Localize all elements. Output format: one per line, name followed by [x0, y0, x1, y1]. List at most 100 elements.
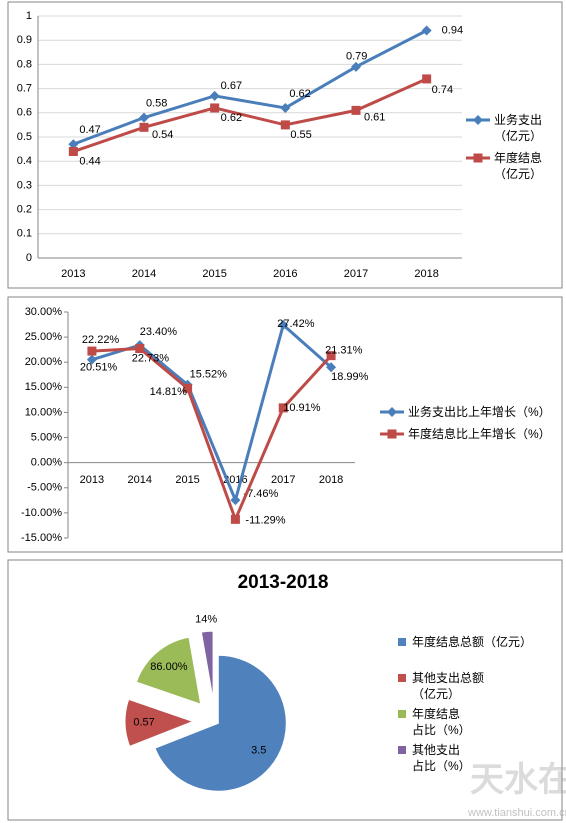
chart-frame	[7, 1, 563, 289]
marker	[68, 147, 78, 157]
legend-swatch	[398, 674, 406, 682]
x-tick-label: 2015	[202, 268, 226, 280]
line	[72, 29, 428, 146]
data-label: -11.29%	[245, 514, 285, 526]
data-label: 27.42%	[277, 318, 315, 330]
legend-swatch	[398, 710, 406, 718]
legend-label: 其他支出总额（亿元）	[412, 671, 485, 701]
pie-slice	[200, 630, 214, 700]
data-label: 10.91%	[283, 402, 321, 414]
x-tick-label: 2017	[344, 268, 368, 280]
marker	[473, 115, 483, 125]
legend-swatch	[398, 638, 406, 646]
watermark-url: www.tianshui.com.cn	[467, 807, 566, 819]
y-tick-label: 1	[26, 10, 32, 22]
y-tick-label: 20.00%	[25, 356, 63, 368]
marker	[326, 351, 336, 361]
marker	[230, 514, 240, 524]
pie-slice	[135, 636, 202, 706]
marker	[183, 383, 193, 393]
legend-label: 年度结息占比（%）	[412, 707, 471, 737]
data-label: 0.44	[79, 155, 100, 167]
y-tick-label: 0.2	[17, 204, 32, 216]
y-tick-label: 0	[26, 252, 32, 264]
y-tick-label: 0.8	[17, 58, 32, 70]
y-tick-label: -15.00%	[21, 532, 62, 544]
data-label: 0.62	[221, 112, 242, 124]
y-tick-label: 10.00%	[25, 406, 63, 418]
legend-label: 年度结息比上年增长（%）	[408, 427, 551, 441]
y-tick-label: 5.00%	[31, 431, 62, 443]
marker	[421, 25, 432, 36]
data-label: 23.40%	[140, 326, 178, 338]
data-label: 22.73%	[132, 352, 170, 364]
marker	[230, 495, 241, 506]
pie-slice	[124, 698, 195, 748]
marker	[387, 407, 397, 417]
chart-frame	[7, 296, 563, 553]
marker	[280, 120, 290, 130]
data-label: 0.62	[289, 88, 310, 100]
data-label: 0.79	[346, 51, 367, 63]
y-tick-label: 0.6	[17, 107, 32, 119]
y-tick-label: 30.00%	[25, 306, 63, 318]
data-label: 0.58	[146, 98, 167, 110]
x-tick-label: 2013	[61, 268, 85, 280]
line	[91, 346, 333, 524]
x-tick-label: 2013	[80, 474, 104, 486]
pie-slice	[154, 654, 287, 792]
data-label: 0.67	[221, 80, 242, 92]
data-label: 14.81%	[150, 386, 188, 398]
x-tick-label: 2018	[414, 268, 438, 280]
data-label: 21.31%	[325, 345, 363, 357]
legend-label: 年度结息总额（亿元）	[412, 635, 533, 649]
legend-label: 业务支出（亿元）	[494, 113, 543, 143]
data-label: 86.00%	[150, 661, 188, 673]
marker	[86, 354, 97, 365]
data-label: 0.47	[79, 124, 100, 136]
marker	[326, 362, 337, 373]
chart-frame	[7, 559, 563, 821]
data-label: 0.74	[432, 84, 453, 96]
y-tick-label: 0.9	[17, 34, 32, 46]
y-tick-label: 0.4	[17, 155, 32, 167]
data-label: 0.57	[133, 716, 154, 728]
marker	[278, 403, 288, 413]
x-tick-label: 2018	[319, 474, 343, 486]
y-tick-label: 15.00%	[25, 381, 63, 393]
x-tick-label: 2014	[132, 268, 156, 280]
chart-title: 2013-2018	[238, 572, 329, 593]
data-label: 15.52%	[190, 369, 228, 381]
marker	[387, 429, 397, 439]
data-label: -7.46%	[243, 488, 278, 500]
data-label: 3.5	[251, 745, 266, 757]
data-label: 20.51%	[80, 362, 118, 374]
marker	[422, 74, 432, 84]
y-tick-label: 0.1	[17, 228, 32, 240]
legend-swatch	[398, 746, 406, 754]
y-tick-label: 0.5	[17, 131, 32, 143]
marker	[139, 112, 149, 123]
y-tick-label: -10.00%	[21, 507, 62, 519]
line	[72, 77, 428, 153]
y-tick-label: 0.7	[17, 83, 32, 95]
marker	[135, 344, 145, 354]
data-label: 0.54	[152, 129, 173, 141]
x-tick-label: 2017	[271, 474, 295, 486]
data-label: 22.22%	[82, 334, 120, 346]
marker	[280, 102, 291, 113]
marker	[351, 105, 361, 115]
x-tick-label: 2014	[128, 474, 152, 486]
legend-label: 年度结息（亿元）	[494, 151, 543, 181]
marker	[139, 122, 149, 132]
x-tick-label: 2016	[273, 268, 297, 280]
x-tick-label: 2015	[175, 474, 199, 486]
y-tick-label: -5.00%	[27, 482, 62, 494]
marker	[473, 153, 483, 163]
watermark: 天水在线	[470, 761, 566, 799]
marker	[87, 346, 97, 356]
y-tick-label: 0.00%	[31, 457, 62, 469]
marker	[68, 139, 79, 150]
data-label: 0.61	[364, 111, 385, 123]
